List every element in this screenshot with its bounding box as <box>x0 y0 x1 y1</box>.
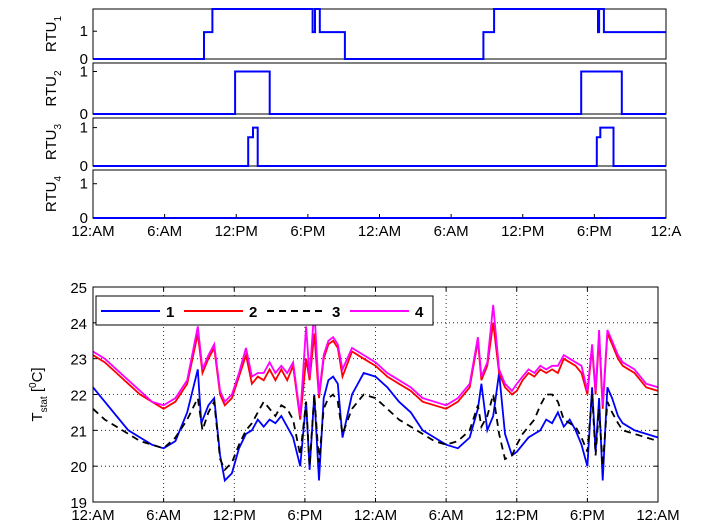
y-axis-label: RTU3 <box>43 124 64 161</box>
legend-label-4: 4 <box>415 304 424 321</box>
x-tick-label: 12:A <box>651 223 682 240</box>
x-tick-label: 12:PM <box>213 507 256 524</box>
y-tick-label: 22 <box>70 388 87 405</box>
panel-rtu4: 0 1 RTU4 <box>43 169 667 227</box>
y-tick-label: 24 <box>70 316 87 333</box>
y-tick-label: 23 <box>70 352 87 369</box>
series-line-rtu2 <box>93 70 666 115</box>
legend-label-1: 1 <box>166 304 174 321</box>
series-line-4 <box>92 304 659 417</box>
x-tick-label: 6:AM <box>434 223 469 240</box>
panel-frame <box>92 62 667 115</box>
y-axis-label: Tstat [0C] <box>28 367 50 421</box>
x-tick-label: 6:AM <box>429 507 464 524</box>
y-tick-label: 0 <box>80 158 88 175</box>
series-line-rtu3 <box>93 126 666 167</box>
y-axis-label: RTU1 <box>43 16 64 53</box>
y-tick-label: 1 <box>80 64 88 81</box>
x-tick-label: 6:PM <box>287 507 322 524</box>
series-line-rtu1 <box>93 8 666 60</box>
panel-rtu2: 0 1 RTU2 <box>43 62 667 123</box>
panel-rtu3: 0 1 RTU3 <box>43 117 667 175</box>
y-tick-label: 0 <box>80 51 88 68</box>
series-line-1 <box>92 369 659 483</box>
panel-frame <box>92 8 667 60</box>
y-tick-label: 1 <box>80 176 88 193</box>
x-tick-label: 12:AM <box>636 507 679 524</box>
y-tick-label: 19 <box>70 495 87 512</box>
series-line-3 <box>92 393 659 472</box>
x-tick-label: 6:PM <box>577 223 612 240</box>
legend: 1 2 3 4 <box>95 295 434 326</box>
legend-label-2: 2 <box>249 304 257 321</box>
y-tick-label: 1 <box>80 120 88 137</box>
y-axis-label: RTU4 <box>43 176 64 213</box>
panel-rtu1: 0 1 RTU1 <box>43 8 667 68</box>
x-tick-label: 12:PM <box>501 223 544 240</box>
legend-label-3: 3 <box>332 304 340 321</box>
panel-frame <box>92 117 667 167</box>
panel-frame <box>92 169 667 219</box>
x-tick-label: 12:AM <box>71 507 114 524</box>
y-axis-label: RTU2 <box>43 70 64 107</box>
y-tick-label: 25 <box>70 280 87 297</box>
x-tick-label: 6:PM <box>570 507 605 524</box>
x-tick-label: 12:PM <box>215 223 258 240</box>
x-tick-label: 6:PM <box>290 223 325 240</box>
y-tick-label: 1 <box>80 23 88 40</box>
y-tick-label: 21 <box>70 423 87 440</box>
x-tick-label: 12:PM <box>495 507 538 524</box>
x-tick-label: 6:AM <box>146 507 181 524</box>
y-tick-label: 0 <box>80 210 88 227</box>
x-tick-label: 12:AM <box>354 507 397 524</box>
y-tick-label: 20 <box>70 459 87 476</box>
x-tick-label: 12:AM <box>71 223 114 240</box>
x-tick-label: 6:AM <box>147 223 182 240</box>
y-tick-label: 0 <box>80 106 88 123</box>
x-tick-label: 12:AM <box>358 223 401 240</box>
